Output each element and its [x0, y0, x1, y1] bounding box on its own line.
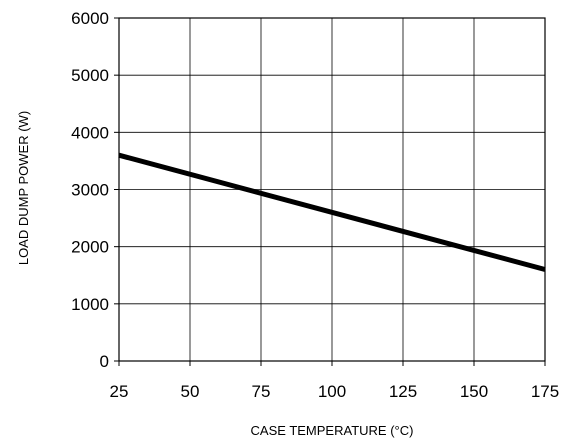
y-tick-label: 5000 [71, 66, 109, 85]
grid-lines [118, 17, 546, 362]
x-tick-label: 25 [110, 382, 129, 401]
y-tick-label: 2000 [71, 238, 109, 257]
x-tick-label: 175 [531, 382, 559, 401]
y-axis-title: LOAD DUMP POWER (W) [16, 111, 31, 265]
x-tick-label: 150 [460, 382, 488, 401]
x-tick-label: 125 [389, 382, 417, 401]
x-tick-label: 100 [318, 382, 346, 401]
plot-frame [114, 17, 546, 366]
y-tick-label: 0 [100, 352, 109, 371]
y-tick-label: 4000 [71, 123, 109, 142]
y-tick-label: 3000 [71, 181, 109, 200]
y-tick-label: 1000 [71, 295, 109, 314]
y-tick-labels: 0 1000 2000 3000 4000 5000 6000 [71, 9, 109, 371]
x-tick-label: 50 [181, 382, 200, 401]
x-tick-labels: 25 50 75 100 125 150 175 [110, 382, 560, 401]
series-layer [118, 152, 546, 272]
x-axis-title: CASE TEMPERATURE (°C) [251, 423, 414, 438]
x-tick-label: 75 [252, 382, 271, 401]
y-tick-label: 6000 [71, 9, 109, 28]
series-line [118, 152, 546, 272]
